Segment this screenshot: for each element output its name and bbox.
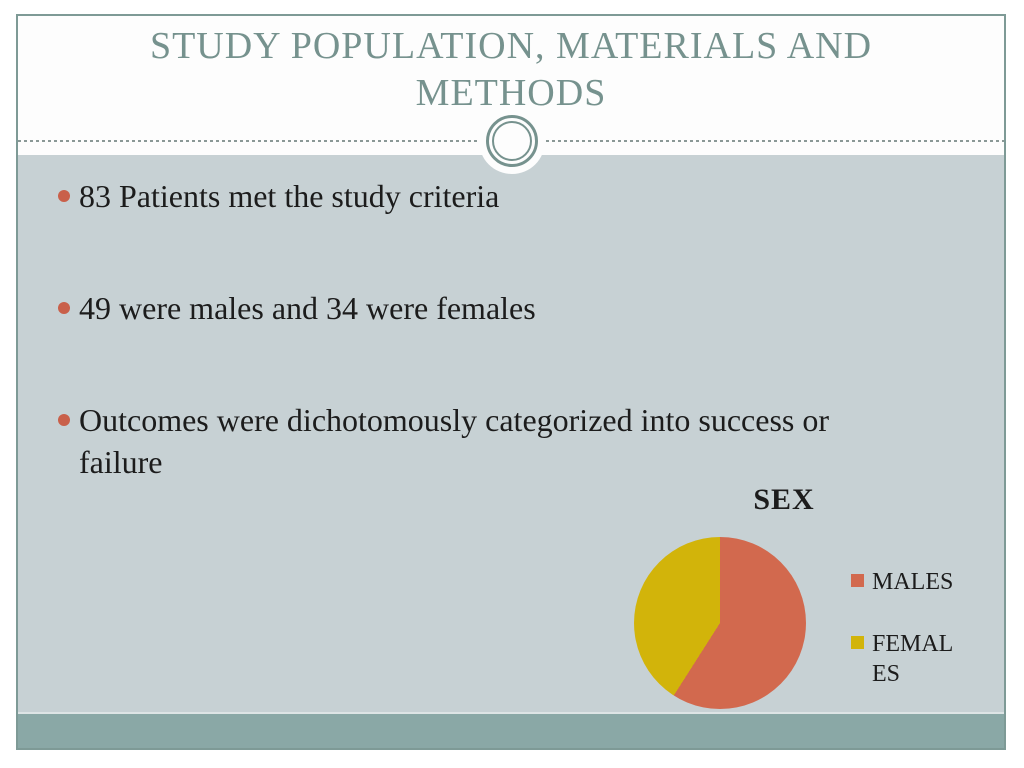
ornament-ring-inner xyxy=(492,121,532,161)
slide-title-line-1: STUDY POPULATION, MATERIALS AND xyxy=(149,25,873,67)
bullet-dot-icon xyxy=(58,414,70,426)
bullet-list: 83 Patients met the study criteria 49 we… xyxy=(58,175,838,553)
bullet-text: 49 were males and 34 were females xyxy=(79,290,536,326)
bullet-dot-icon xyxy=(58,302,70,314)
bullet-text: 83 Patients met the study criteria xyxy=(79,178,500,214)
footer-bar xyxy=(18,712,1004,748)
chart-legend: MALES FEMALES xyxy=(851,567,960,721)
ornament-circle xyxy=(479,108,545,174)
legend-item: MALES xyxy=(851,567,960,597)
slide: STUDY POPULATION, MATERIALS AND METHODS … xyxy=(16,14,1006,750)
slide-title: STUDY POPULATION, MATERIALS AND METHODS xyxy=(18,23,1004,117)
bullet-item: Outcomes were dichotomously categorized … xyxy=(58,399,839,483)
bullet-text: Outcomes were dichotomously categorized … xyxy=(79,402,829,480)
sex-pie-chart: SEX MALES FEMALES xyxy=(618,483,998,711)
slide-header: STUDY POPULATION, MATERIALS AND METHODS xyxy=(18,16,1004,174)
chart-title: SEX xyxy=(753,483,815,516)
legend-label-males: MALES xyxy=(872,569,954,595)
slide-title-line-2: METHODS xyxy=(415,72,607,114)
bullet-dot-icon xyxy=(58,190,70,202)
slide-body: 83 Patients met the study criteria 49 we… xyxy=(18,155,1004,712)
legend-swatch-males xyxy=(851,574,864,587)
ornament-ring-outer xyxy=(486,115,538,167)
pie-chart xyxy=(634,537,806,709)
legend-label-females: FEMALES xyxy=(872,631,954,687)
bullet-item: 83 Patients met the study criteria xyxy=(58,175,839,217)
legend-swatch-females xyxy=(851,636,864,649)
legend-item: FEMALES xyxy=(851,629,960,689)
bullet-item: 49 were males and 34 were females xyxy=(58,287,839,329)
